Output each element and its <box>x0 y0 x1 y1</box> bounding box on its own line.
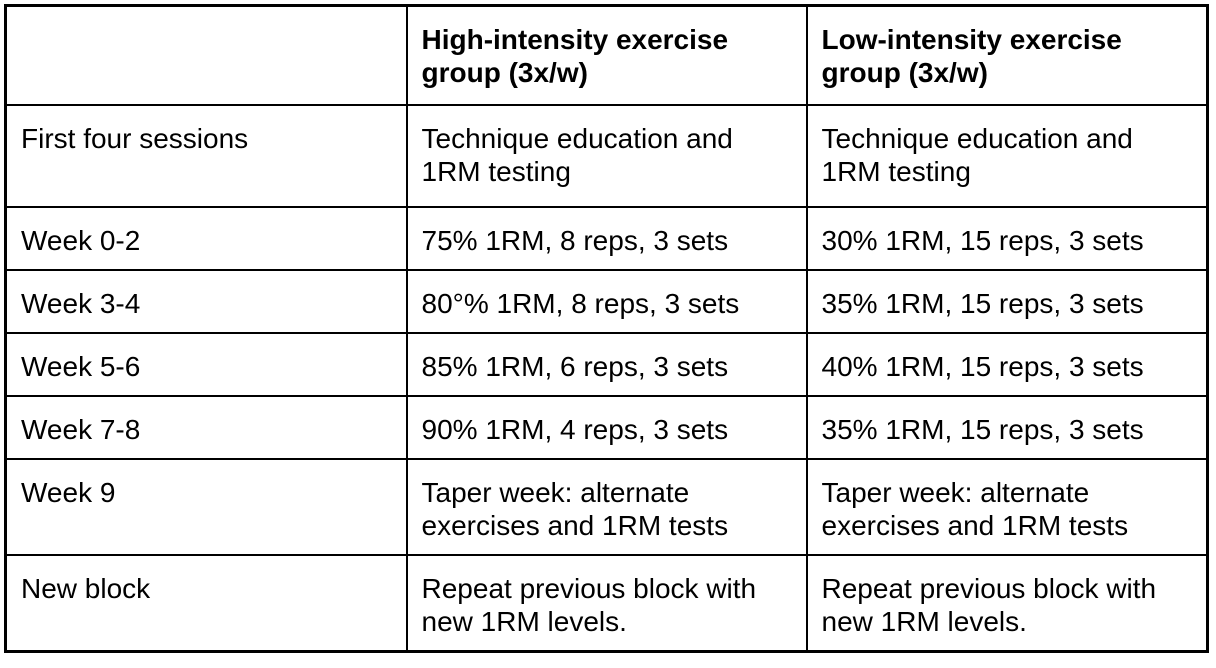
row-label: Week 0-2 <box>4 205 408 271</box>
cell-low-intensity: Technique education and 1RM testing <box>805 103 1209 208</box>
training-protocol-table: High-intensity exercise group (3x/w) Low… <box>4 4 1209 653</box>
table-row-new-block: New block Repeat previous block with new… <box>4 553 1209 652</box>
corner-header-cell <box>4 4 408 106</box>
cell-low-intensity: 30% 1RM, 15 reps, 3 sets <box>805 205 1209 271</box>
column-header-high-intensity: High-intensity exercise group (3x/w) <box>405 4 808 106</box>
cell-high-intensity: 90% 1RM, 4 reps, 3 sets <box>405 394 808 460</box>
cell-high-intensity: Repeat previous block with new 1RM level… <box>405 553 808 652</box>
table-row-week-3-4: Week 3-4 80°% 1RM, 8 reps, 3 sets 35% 1R… <box>4 268 1209 334</box>
row-label: New block <box>4 553 408 652</box>
table-row-week-5-6: Week 5-6 85% 1RM, 6 reps, 3 sets 40% 1RM… <box>4 331 1209 397</box>
cell-high-intensity: Taper week: alternate exercises and 1RM … <box>405 457 808 556</box>
cell-low-intensity: 35% 1RM, 15 reps, 3 sets <box>805 394 1209 460</box>
cell-low-intensity: 40% 1RM, 15 reps, 3 sets <box>805 331 1209 397</box>
header-row: High-intensity exercise group (3x/w) Low… <box>4 4 1209 106</box>
row-label: First four sessions <box>4 103 408 208</box>
row-label: Week 9 <box>4 457 408 556</box>
cell-low-intensity: Repeat previous block with new 1RM level… <box>805 553 1209 652</box>
cell-high-intensity: 80°% 1RM, 8 reps, 3 sets <box>405 268 808 334</box>
table-row-week-7-8: Week 7-8 90% 1RM, 4 reps, 3 sets 35% 1RM… <box>4 394 1209 460</box>
row-label: Week 7-8 <box>4 394 408 460</box>
table-row-week-9: Week 9 Taper week: alternate exercises a… <box>4 457 1209 556</box>
cell-high-intensity: Technique education and 1RM testing <box>405 103 808 208</box>
cell-low-intensity: Taper week: alternate exercises and 1RM … <box>805 457 1209 556</box>
row-label: Week 3-4 <box>4 268 408 334</box>
row-label: Week 5-6 <box>4 331 408 397</box>
table-row-week-0-2: Week 0-2 75% 1RM, 8 reps, 3 sets 30% 1RM… <box>4 205 1209 271</box>
cell-high-intensity: 75% 1RM, 8 reps, 3 sets <box>405 205 808 271</box>
cell-high-intensity: 85% 1RM, 6 reps, 3 sets <box>405 331 808 397</box>
column-header-low-intensity: Low-intensity exercise group (3x/w) <box>805 4 1209 106</box>
cell-low-intensity: 35% 1RM, 15 reps, 3 sets <box>805 268 1209 334</box>
table-row-first-four-sessions: First four sessions Technique education … <box>4 103 1209 208</box>
